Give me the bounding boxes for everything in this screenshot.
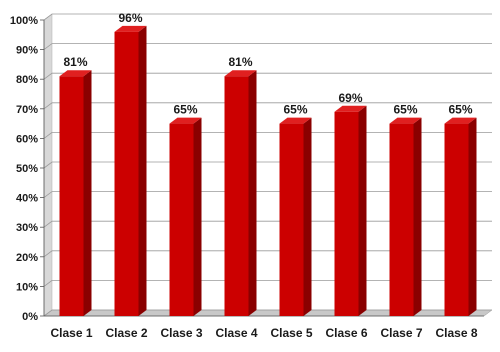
data-label: 81% bbox=[63, 55, 87, 69]
bar-top bbox=[389, 117, 422, 124]
bar-side bbox=[303, 117, 312, 316]
x-tick-label: Clase 1 bbox=[50, 326, 92, 340]
y-tick-label: 60% bbox=[16, 133, 38, 145]
x-tick-label: Clase 5 bbox=[270, 326, 312, 340]
bar-top bbox=[334, 105, 367, 112]
y-tick-label: 10% bbox=[16, 281, 38, 293]
gridline bbox=[43, 102, 492, 110]
data-label: 65% bbox=[448, 103, 472, 117]
bar-top bbox=[169, 117, 202, 124]
bar bbox=[279, 117, 312, 316]
chart-walls bbox=[43, 13, 493, 317]
bar-front bbox=[279, 123, 304, 316]
x-tick-label: Clase 2 bbox=[105, 326, 147, 340]
bar bbox=[59, 70, 92, 317]
bar-side bbox=[413, 117, 422, 316]
gridline bbox=[43, 43, 492, 50]
gridline bbox=[43, 161, 492, 169]
floor bbox=[43, 309, 493, 317]
bar-front bbox=[444, 123, 469, 316]
y-tick-label: 30% bbox=[16, 222, 38, 234]
data-label: 81% bbox=[228, 55, 252, 69]
y-tick-label: 40% bbox=[16, 193, 38, 205]
bar bbox=[389, 117, 422, 316]
bar-front bbox=[224, 76, 249, 317]
gridline bbox=[43, 191, 492, 198]
y-tick-label: 50% bbox=[16, 163, 38, 175]
bar bbox=[224, 70, 257, 317]
bar-front bbox=[334, 111, 359, 316]
x-tick-label: Clase 4 bbox=[215, 326, 257, 340]
gridline bbox=[43, 250, 492, 258]
bar-side bbox=[138, 25, 147, 317]
bar bbox=[334, 105, 367, 316]
bar-top bbox=[444, 117, 477, 124]
y-tick-label: 80% bbox=[16, 74, 38, 86]
gridline bbox=[43, 220, 492, 228]
bar-top bbox=[114, 25, 147, 32]
y-axis-ticks: 0% 10% 20% 30% 40% 50% 60% 70% 80% 90% 100% bbox=[10, 15, 38, 323]
x-tick-label: Clase 6 bbox=[325, 326, 367, 340]
bar bbox=[114, 25, 147, 317]
gridlines bbox=[40, 13, 492, 317]
bar-front bbox=[169, 123, 194, 316]
data-label: 96% bbox=[118, 11, 142, 25]
y-tick-label: 100% bbox=[10, 15, 38, 27]
data-labels: 81% 96% 65% 81% 65% 69% 65% 65% bbox=[63, 11, 472, 117]
x-tick-label: Clase 8 bbox=[435, 326, 477, 340]
bar-side bbox=[468, 117, 477, 316]
bar bbox=[169, 117, 202, 316]
data-label: 65% bbox=[283, 103, 307, 117]
bar-top bbox=[224, 70, 257, 77]
bar-front bbox=[114, 31, 139, 317]
x-axis-labels: Clase 1 Clase 2 Clase 3 Clase 4 Clase 5 Clase… bbox=[50, 326, 477, 340]
y-tick-label: 0% bbox=[22, 311, 38, 323]
bar-top bbox=[279, 117, 312, 124]
bar-top bbox=[59, 70, 92, 77]
bar-front bbox=[59, 76, 84, 317]
bar-side bbox=[83, 70, 92, 317]
gridline bbox=[43, 72, 492, 80]
bar-side bbox=[248, 70, 257, 317]
y-tick-label: 70% bbox=[16, 104, 38, 116]
data-label: 69% bbox=[338, 91, 362, 105]
gridline bbox=[43, 131, 492, 139]
gridline bbox=[43, 13, 492, 21]
bar bbox=[444, 117, 477, 316]
bar-front bbox=[389, 123, 414, 316]
data-label: 65% bbox=[393, 103, 417, 117]
x-tick-label: Clase 7 bbox=[380, 326, 422, 340]
gridline bbox=[43, 279, 492, 287]
y-tick-label: 90% bbox=[16, 45, 38, 57]
y-tick-label: 20% bbox=[16, 252, 38, 264]
bar-side bbox=[193, 117, 202, 316]
x-tick-label: Clase 3 bbox=[160, 326, 202, 340]
data-label: 65% bbox=[173, 103, 197, 117]
bar-side bbox=[358, 105, 367, 316]
bars bbox=[59, 25, 477, 317]
